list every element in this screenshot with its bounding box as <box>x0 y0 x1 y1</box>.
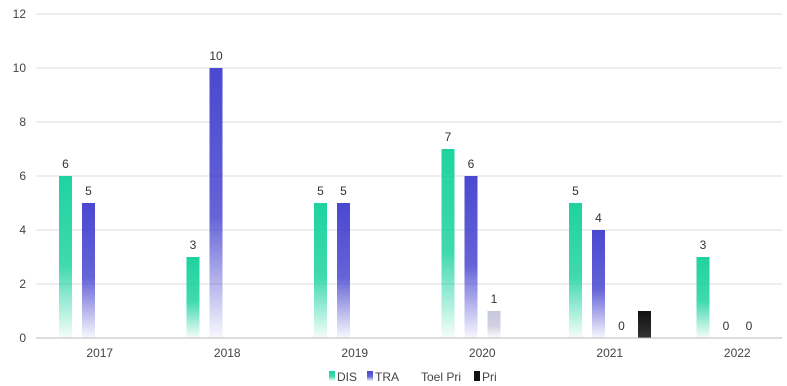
bars <box>59 68 710 338</box>
x-axis-ticks: 2017 2018 2019 2020 2021 2022 <box>86 346 751 360</box>
legend-swatch-pri <box>474 371 480 381</box>
bar-tra-2020[interactable] <box>464 176 478 338</box>
bar-dis-2020[interactable] <box>441 149 455 338</box>
legend-label-tra: TRA <box>375 370 399 384</box>
x-tick-label-2022: 2022 <box>724 346 751 360</box>
legend-item-dis[interactable]: DIS <box>329 370 357 384</box>
x-tick-label-2021: 2021 <box>596 346 623 360</box>
x-tick-label-2019: 2019 <box>341 346 368 360</box>
data-label-dis-2022: 3 <box>700 238 707 252</box>
data-labels: 6 5 3 10 5 5 7 6 1 5 4 0 3 0 0 <box>62 49 753 333</box>
bar-tra-2017[interactable] <box>82 203 95 338</box>
y-tick-label-2: 2 <box>19 277 26 291</box>
y-axis-ticks: 0 2 4 6 8 10 12 <box>13 7 27 345</box>
data-label-tra-2019: 5 <box>340 184 347 198</box>
data-label-toel-pri-2022: 0 <box>746 319 753 333</box>
y-tick-label-4: 4 <box>19 223 26 237</box>
data-label-dis-2018: 3 <box>190 238 197 252</box>
data-label-tra-2021: 4 <box>595 211 602 225</box>
bar-dis-2019[interactable] <box>314 203 327 338</box>
y-tick-label-8: 8 <box>19 115 26 129</box>
data-label-toel-pri-2020: 1 <box>491 292 498 306</box>
legend-swatch-tra <box>367 371 373 381</box>
x-tick-label-2020: 2020 <box>469 346 496 360</box>
bar-dis-2017[interactable] <box>59 176 72 338</box>
data-label-toel-pri-2021: 0 <box>618 319 625 333</box>
data-label-dis-2020: 7 <box>445 130 452 144</box>
data-label-tra-2020: 6 <box>468 157 475 171</box>
y-tick-label-0: 0 <box>19 331 26 345</box>
bar-pri-2021[interactable] <box>638 311 651 338</box>
y-tick-label-6: 6 <box>19 169 26 183</box>
legend-label-toel-pri: Toel Pri <box>421 370 461 384</box>
bar-dis-2022[interactable] <box>696 257 710 338</box>
x-tick-label-2017: 2017 <box>86 346 113 360</box>
bar-toel-pri-2020[interactable] <box>487 311 501 338</box>
data-label-tra-2022: 0 <box>723 319 730 333</box>
y-tick-label-10: 10 <box>13 61 27 75</box>
legend[interactable]: DIS TRA Toel Pri Pri <box>329 370 497 384</box>
x-tick-label-2018: 2018 <box>214 346 241 360</box>
bar-tra-2019[interactable] <box>337 203 350 338</box>
legend-item-pri[interactable]: Pri <box>474 370 497 384</box>
data-label-dis-2019: 5 <box>317 184 324 198</box>
y-tick-label-12: 12 <box>13 7 27 21</box>
legend-swatch-dis <box>329 371 335 381</box>
legend-item-toel-pri[interactable]: Toel Pri <box>421 370 461 384</box>
data-label-tra-2017: 5 <box>85 184 92 198</box>
bar-tra-2021[interactable] <box>592 230 605 338</box>
legend-label-dis: DIS <box>337 370 357 384</box>
legend-label-pri: Pri <box>482 370 497 384</box>
bar-dis-2021[interactable] <box>569 203 582 338</box>
data-label-tra-2018: 10 <box>209 49 223 63</box>
grid <box>36 13 782 285</box>
data-label-dis-2017: 6 <box>62 157 69 171</box>
legend-item-tra[interactable]: TRA <box>367 370 399 384</box>
bar-tra-2018[interactable] <box>209 68 223 338</box>
bar-dis-2018[interactable] <box>186 257 200 338</box>
data-label-dis-2021: 5 <box>572 184 579 198</box>
